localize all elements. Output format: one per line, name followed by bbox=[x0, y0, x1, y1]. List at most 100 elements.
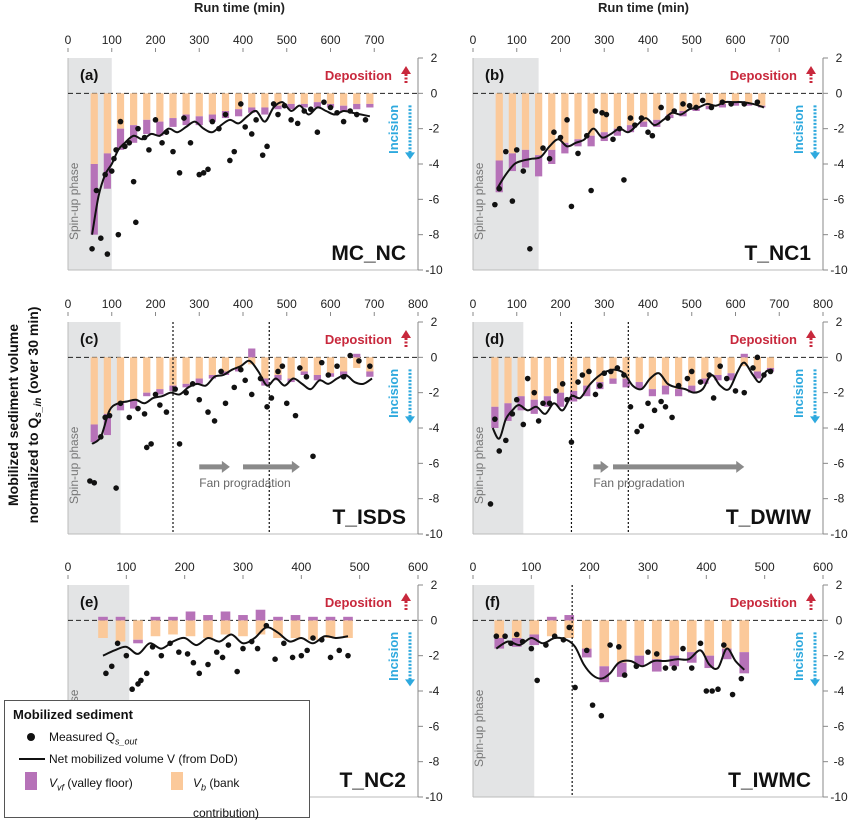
valley-floor-bar bbox=[546, 616, 557, 621]
measured-point bbox=[89, 246, 95, 252]
valley-floor-bar bbox=[308, 616, 318, 621]
x-tick-label: 400 bbox=[638, 33, 658, 47]
valley-floor-bar bbox=[521, 149, 530, 168]
bank-bar bbox=[290, 620, 301, 638]
valley-floor-bar bbox=[185, 611, 196, 621]
measured-point bbox=[645, 400, 651, 407]
measured-point bbox=[603, 111, 610, 118]
valley-floor-bar bbox=[675, 389, 683, 397]
valley-floor-bar bbox=[156, 121, 164, 136]
valley-floor-bar bbox=[169, 118, 177, 127]
y-tick-label: -2 bbox=[834, 649, 845, 663]
valley-floor-bar bbox=[669, 655, 680, 667]
x-tick-label: 100 bbox=[521, 560, 541, 574]
valley-floor-bar bbox=[220, 611, 231, 621]
bank-bar bbox=[758, 93, 766, 106]
spinup-label: Spin-up phase bbox=[472, 689, 486, 767]
measured-point bbox=[167, 640, 173, 647]
measured-point bbox=[551, 633, 558, 640]
measured-point bbox=[143, 670, 150, 677]
panel-name: T_NC1 bbox=[744, 242, 811, 265]
measured-point bbox=[340, 118, 347, 125]
deposition-arrow-icon bbox=[401, 593, 411, 601]
bank-bar bbox=[504, 357, 512, 404]
measured-point bbox=[216, 125, 222, 132]
x-tick-label: 100 bbox=[507, 297, 527, 311]
measured-point bbox=[721, 642, 727, 648]
measured-point bbox=[281, 640, 287, 647]
measured-point bbox=[152, 391, 159, 398]
bank-bar bbox=[556, 357, 565, 393]
measured-point bbox=[671, 665, 678, 671]
x-tick-label: 600 bbox=[725, 297, 745, 311]
valley-floor-bar bbox=[613, 128, 621, 136]
bank-bar bbox=[203, 620, 213, 638]
measured-point bbox=[706, 372, 713, 378]
measured-point bbox=[102, 414, 108, 421]
legend-item-net: Net mobilized volume V (from DoD) bbox=[13, 748, 301, 770]
y-tick-label: 0 bbox=[431, 613, 438, 627]
deposition-label: Deposition bbox=[730, 332, 797, 347]
measured-point bbox=[568, 439, 575, 445]
measured-point bbox=[234, 668, 240, 675]
measured-point bbox=[684, 375, 691, 382]
bank-bar bbox=[686, 620, 697, 653]
valley-floor-bar bbox=[599, 666, 610, 683]
measured-point bbox=[111, 155, 117, 162]
spinup-label: Spin-up phase bbox=[67, 162, 81, 240]
measured-point bbox=[304, 647, 310, 654]
measured-point bbox=[126, 414, 133, 421]
valley-floor-bar bbox=[90, 164, 98, 235]
bank-bar bbox=[185, 620, 196, 637]
valley-floor-bar bbox=[90, 424, 98, 443]
valley-floor-bar bbox=[182, 114, 190, 126]
valley-floor-bar bbox=[688, 385, 696, 393]
measured-point bbox=[347, 108, 353, 114]
measured-point bbox=[589, 702, 596, 708]
deposition-arrow-icon bbox=[401, 66, 411, 74]
x-tick-label: 300 bbox=[189, 33, 209, 47]
measured-point bbox=[205, 409, 211, 415]
measured-point bbox=[575, 379, 581, 385]
x-tick-label: 200 bbox=[580, 560, 600, 574]
valley-floor-bar bbox=[98, 616, 108, 621]
x-tick-label: 700 bbox=[769, 33, 789, 47]
y-tick-label: 0 bbox=[836, 86, 843, 100]
bank-bar bbox=[182, 357, 190, 384]
bank-bar bbox=[156, 357, 164, 390]
x-tick-label: 300 bbox=[189, 297, 209, 311]
x-tick-label: 400 bbox=[696, 560, 716, 574]
valley-floor-bar bbox=[634, 655, 645, 667]
valley-floor-bar bbox=[494, 638, 505, 649]
measured-point bbox=[575, 150, 581, 157]
measured-point bbox=[98, 235, 104, 241]
valley-floor-bar bbox=[640, 121, 648, 127]
legend-measured-label: Measured Q bbox=[49, 730, 116, 744]
fan-arrow-head bbox=[291, 460, 300, 473]
x-tick-label: 600 bbox=[320, 297, 340, 311]
bank-bar bbox=[653, 93, 661, 120]
valley-floor-bar bbox=[208, 375, 216, 379]
bank-bar bbox=[208, 93, 216, 115]
deposition-arrow-icon bbox=[806, 593, 816, 601]
measured-point bbox=[253, 117, 259, 123]
measured-point bbox=[170, 148, 176, 155]
x-tick-label: 200 bbox=[550, 297, 570, 311]
bank-bar bbox=[543, 357, 551, 397]
measured-point bbox=[297, 365, 303, 371]
measured-point bbox=[115, 231, 122, 238]
x-tick-label: 300 bbox=[233, 560, 253, 574]
valley-floor-bar bbox=[721, 648, 732, 660]
legend-vvf-rest: (valley floor) bbox=[64, 776, 133, 790]
valley-floor-bar bbox=[701, 378, 709, 384]
incision-label: Incision bbox=[386, 105, 401, 154]
bank-bar bbox=[508, 93, 516, 154]
incision-label: Incision bbox=[791, 105, 806, 154]
measured-point bbox=[583, 647, 590, 654]
net-volume-line bbox=[91, 101, 371, 235]
measured-point bbox=[686, 102, 693, 109]
bank-bar bbox=[766, 357, 775, 368]
net-line-icon bbox=[19, 758, 45, 760]
measured-point bbox=[697, 379, 704, 385]
panel-letter: (d) bbox=[485, 331, 504, 348]
